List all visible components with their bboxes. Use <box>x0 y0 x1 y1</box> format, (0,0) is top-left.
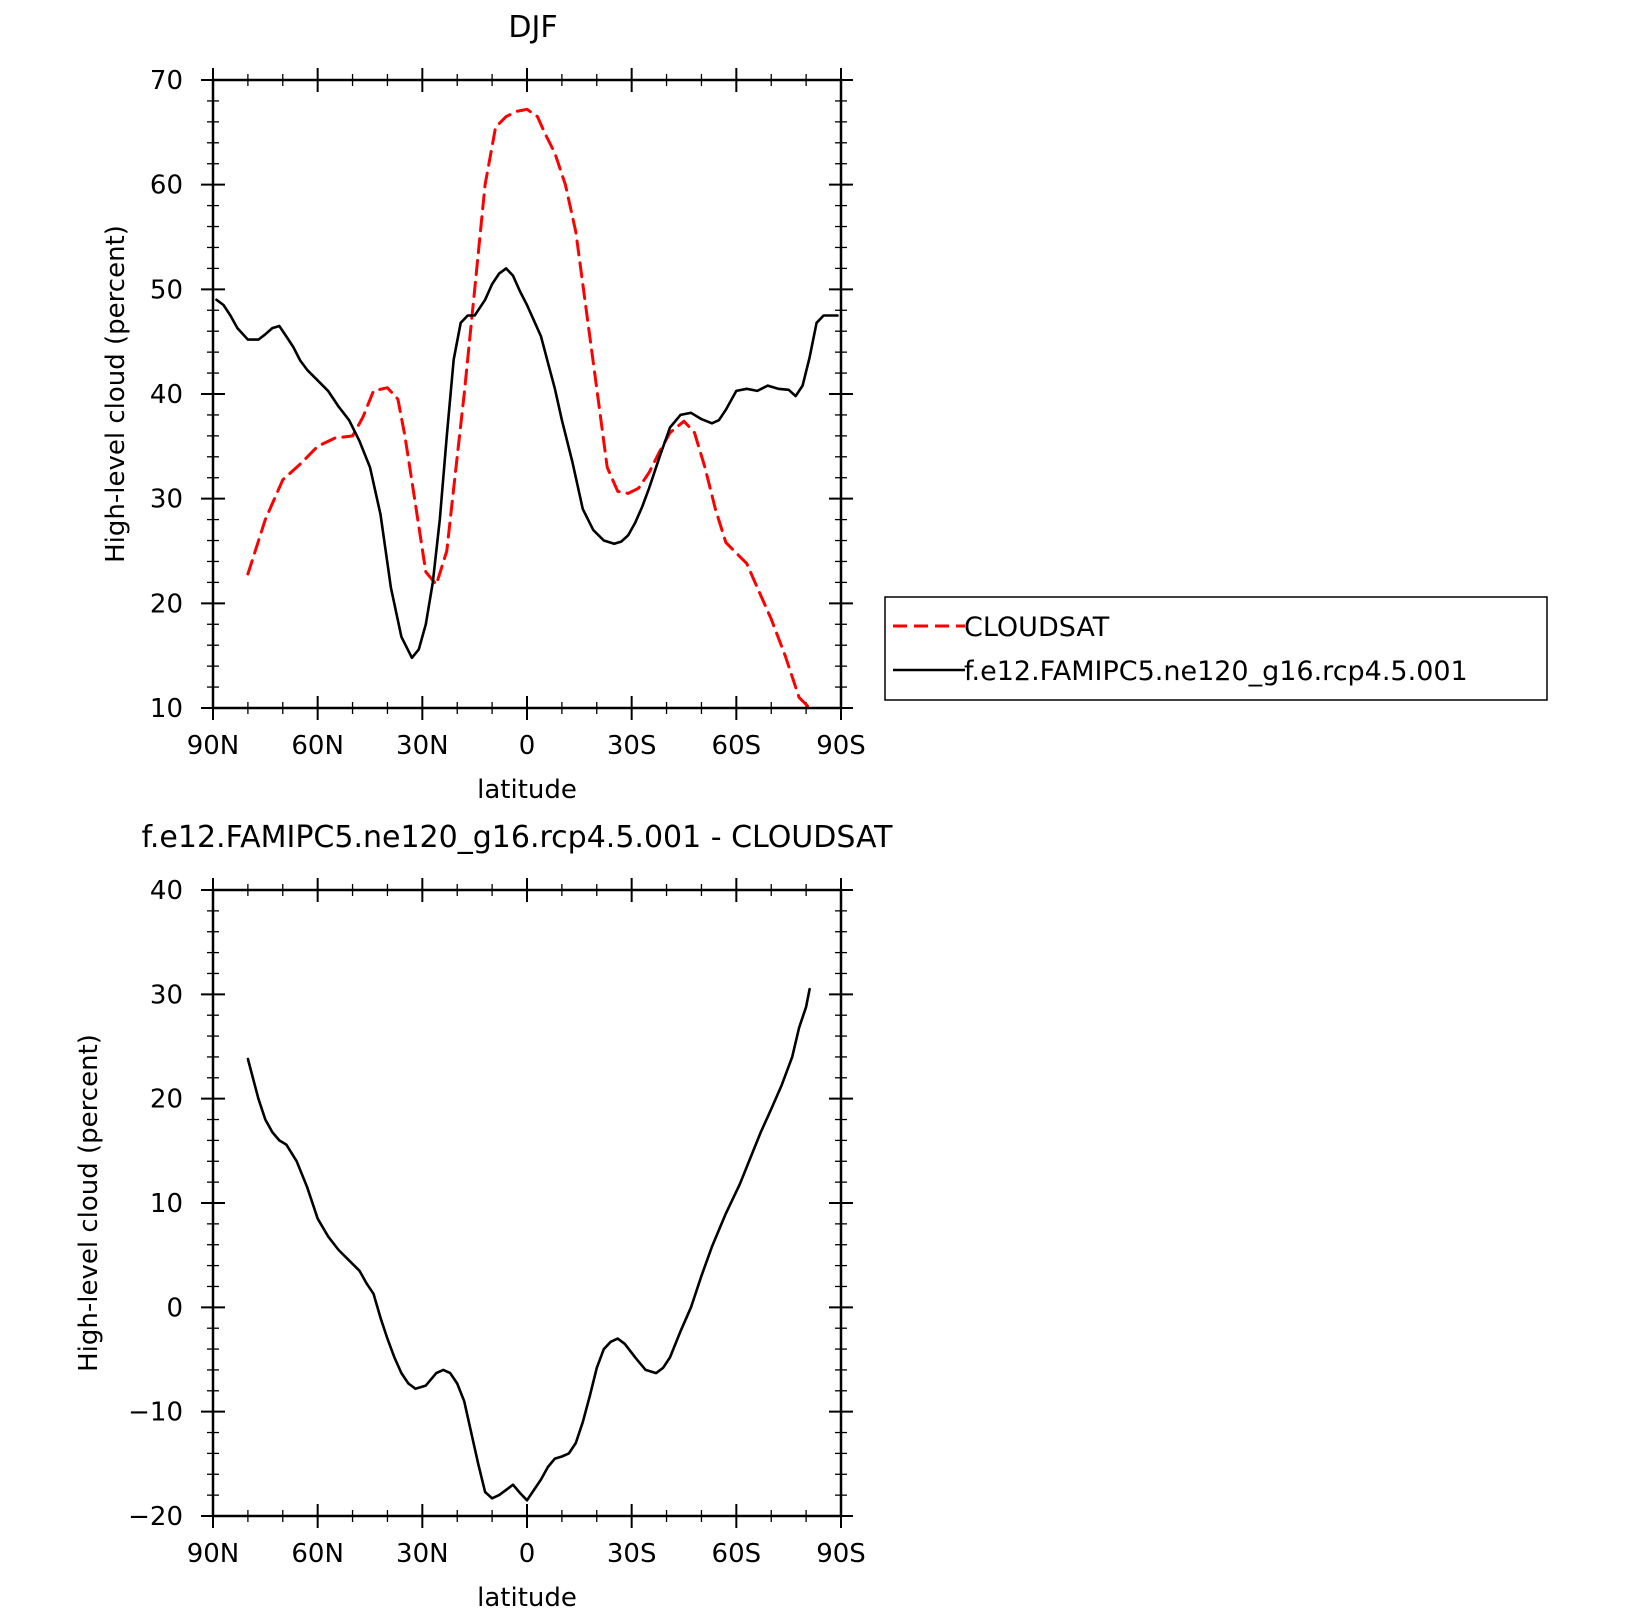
y-tick-label: 20 <box>150 1085 183 1115</box>
legend-label-model: f.e12.FAMIPC5.ne120_g16.rcp4.5.001 <box>964 656 1468 687</box>
y-tick-labels: −20 −10 0 10 20 30 40 <box>128 876 183 1532</box>
y-tick-label: 40 <box>150 380 183 410</box>
x-tick-label: 90S <box>816 731 866 761</box>
y-tick-label: 30 <box>150 485 183 515</box>
legend: CLOUDSAT f.e12.FAMIPC5.ne120_g16.rcp4.5.… <box>884 596 1548 701</box>
y-tick-label: 40 <box>150 876 183 906</box>
y-tick-labels: 10 20 30 40 50 60 70 <box>150 66 183 724</box>
y-tick-label: 50 <box>150 275 183 305</box>
axis-ticks <box>201 878 853 1528</box>
y-tick-label: 10 <box>150 1189 183 1219</box>
y-axis-label: High-level cloud (percent) <box>74 1034 104 1372</box>
series-layer <box>215 107 839 708</box>
series-line-0 <box>246 107 812 708</box>
y-tick-label: 10 <box>150 694 183 724</box>
y-tick-label: 30 <box>150 980 183 1010</box>
y-tick-label: 20 <box>150 589 183 619</box>
x-tick-label: 60N <box>291 731 344 761</box>
x-tick-label: 30N <box>396 1539 449 1569</box>
x-tick-label: 60N <box>291 1539 344 1569</box>
legend-box <box>884 596 1548 701</box>
x-tick-label: 0 <box>519 731 536 761</box>
x-tick-label: 60S <box>712 731 762 761</box>
x-tick-label: 30N <box>396 731 449 761</box>
x-axis-label: latitude <box>477 1583 577 1613</box>
x-tick-label: 30S <box>607 731 657 761</box>
x-tick-label: 90N <box>187 1539 240 1569</box>
panel-djf: DJF 10 20 30 40 50 60 70 90N 60N 30N 0 30S 60S 90S l… <box>101 10 866 805</box>
y-tick-label: 70 <box>150 66 183 96</box>
x-tick-label: 90N <box>187 731 240 761</box>
legend-label-cloudsat: CLOUDSAT <box>964 612 1110 643</box>
y-tick-label: −20 <box>128 1502 183 1532</box>
x-tick-labels: 90N 60N 30N 0 30S 60S 90S <box>187 731 866 761</box>
panel-title: DJF <box>508 10 557 45</box>
x-tick-label: 60S <box>712 1539 762 1569</box>
plot-frame <box>211 78 843 710</box>
y-axis-label: High-level cloud (percent) <box>101 225 131 563</box>
axis-ticks <box>201 68 853 720</box>
series-line-1 <box>215 267 839 660</box>
plot-frame <box>211 888 843 1518</box>
x-tick-labels: 90N 60N 30N 0 30S 60S 90S <box>187 1539 866 1569</box>
x-tick-label: 90S <box>816 1539 866 1569</box>
x-axis-label: latitude <box>477 775 577 805</box>
series-layer <box>246 987 811 1502</box>
y-tick-label: −10 <box>128 1398 183 1428</box>
series-line-0 <box>246 987 811 1502</box>
x-tick-label: 0 <box>519 1539 536 1569</box>
x-tick-label: 30S <box>607 1539 657 1569</box>
panel-title: f.e12.FAMIPC5.ne120_g16.rcp4.5.001 - CLO… <box>142 820 894 855</box>
panel-difference: f.e12.FAMIPC5.ne120_g16.rcp4.5.001 - CLO… <box>74 820 893 1613</box>
y-tick-label: 60 <box>150 171 183 201</box>
y-tick-label: 0 <box>166 1293 183 1323</box>
